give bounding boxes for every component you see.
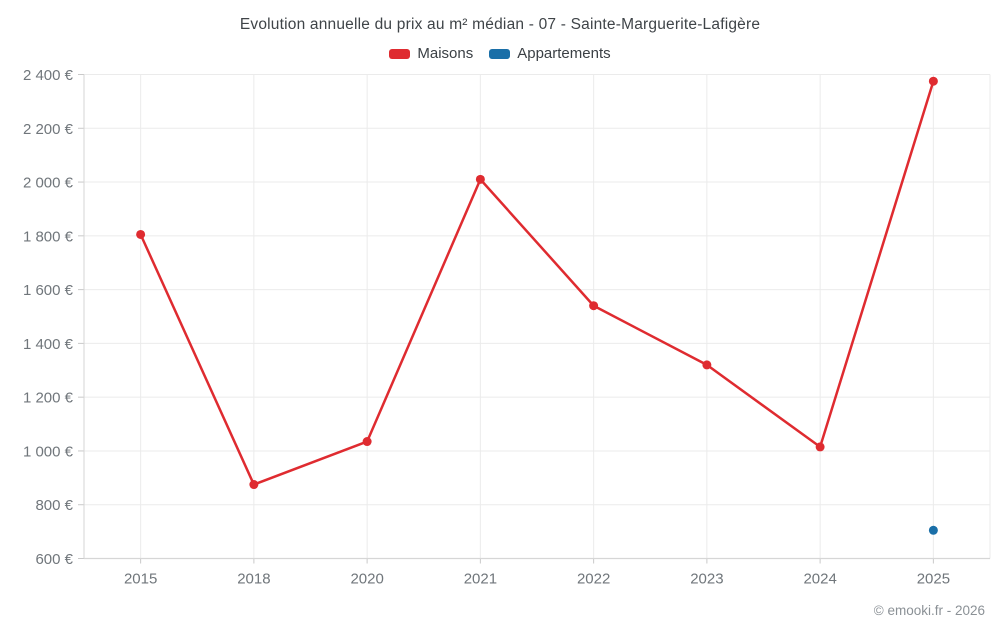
legend-label-appartements: Appartements	[517, 45, 611, 62]
chart-title: Evolution annuelle du prix au m² médian …	[239, 16, 761, 33]
y-axis-label: 1 200 €	[23, 390, 74, 407]
x-axis-label: 2025	[917, 571, 950, 588]
data-point-maisons	[362, 437, 372, 447]
data-point-maisons	[702, 360, 712, 370]
x-axis-label: 2018	[237, 571, 270, 588]
series-line-maisons	[139, 79, 935, 486]
x-axis-label: 2024	[803, 571, 836, 588]
credit-text: © emooki.fr - 2026	[873, 603, 985, 618]
y-axis-label: 2 200 €	[23, 121, 74, 138]
data-point-maisons	[136, 229, 146, 239]
data-point-appartements	[928, 525, 938, 535]
y-axis-label: 1 600 €	[23, 282, 74, 299]
x-axis-label: 2020	[350, 571, 383, 588]
y-axis-label: 1 800 €	[23, 228, 74, 245]
y-axis-label: 2 000 €	[23, 175, 74, 192]
legend-item-appartements[interactable]: Appartements	[489, 45, 611, 62]
legend-swatch-maisons	[389, 48, 411, 59]
y-axis-label: 1 000 €	[23, 443, 74, 460]
legend: Maisons Appartements	[0, 45, 1000, 62]
y-axis-label: 600 €	[35, 551, 73, 568]
data-point-maisons	[249, 480, 259, 490]
data-point-maisons	[475, 174, 485, 184]
y-axis-label: 800 €	[35, 497, 73, 514]
y-axis-label: 2 400 €	[23, 67, 74, 84]
legend-label-maisons: Maisons	[417, 45, 474, 62]
x-axis-label: 2021	[464, 571, 497, 588]
x-axis-label: 2015	[124, 571, 157, 588]
data-point-maisons	[928, 76, 938, 86]
legend-item-maisons[interactable]: Maisons	[389, 45, 473, 62]
x-axis-label: 2022	[577, 571, 610, 588]
data-point-maisons	[815, 442, 825, 452]
y-axis-label: 1 400 €	[23, 336, 74, 353]
x-axis-label: 2023	[690, 571, 723, 588]
data-point-maisons	[589, 301, 599, 311]
legend-swatch-appartements	[489, 48, 511, 59]
